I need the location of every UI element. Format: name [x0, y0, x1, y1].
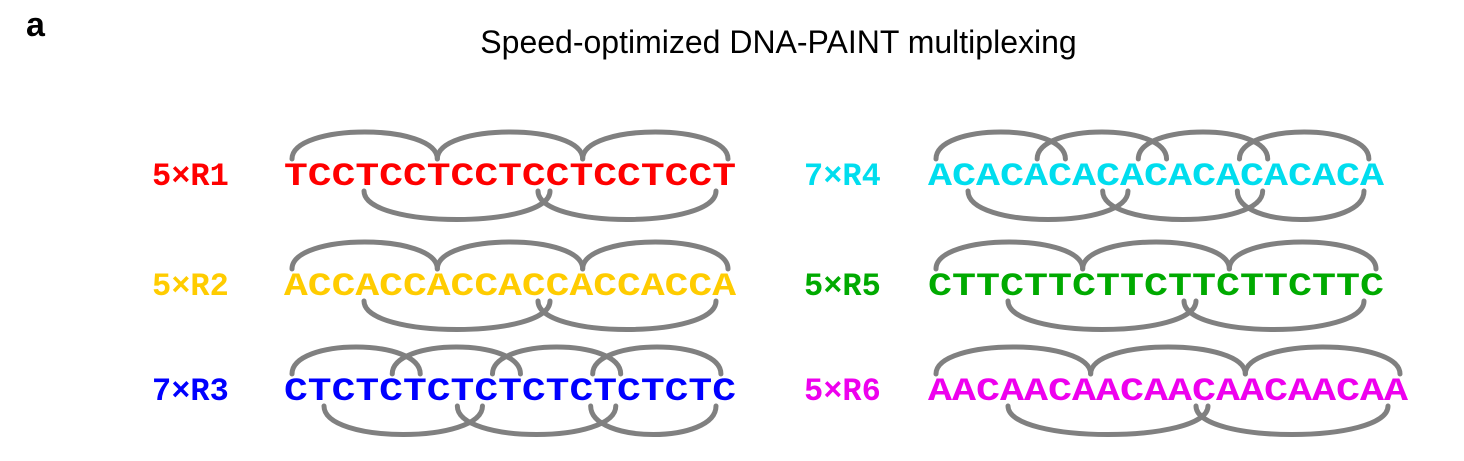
repeat-label-r6: 5×R6	[804, 373, 881, 410]
binding-loops	[289, 129, 731, 222]
upper-loop	[1135, 129, 1271, 162]
sequence-row-r5: 5×R5 CTTCTTCTTCTTCTTCTTC	[804, 239, 1384, 332]
upper-loop	[1088, 344, 1248, 377]
panel-label: a	[26, 6, 45, 44]
repeat-label-r3: 7×R3	[152, 373, 229, 410]
repeat-label-r1: 5×R1	[152, 158, 229, 195]
lower-loop	[965, 188, 1131, 222]
upper-loop	[1242, 344, 1403, 377]
upper-loop	[580, 129, 731, 162]
sequence-row-r2: 5×R2 ACCACCACCACCACCACCA	[152, 239, 737, 332]
binding-loops	[933, 129, 1372, 222]
binding-loops	[933, 239, 1379, 332]
upper-loop	[289, 344, 423, 377]
upper-loop	[1080, 239, 1232, 272]
sequence-text-r5: CTTCTTCTTCTTCTTCTTC	[928, 268, 1384, 305]
lower-loop	[588, 403, 719, 437]
upper-loop	[1226, 239, 1379, 272]
upper-loop	[580, 239, 731, 272]
lower-loop	[1005, 298, 1199, 332]
binding-loops	[289, 344, 724, 437]
sequence-row-r4: 7×R4 ACACACACACACACACACA	[804, 129, 1385, 222]
sequence-text-r3: CTCTCTCTCTCTCTCTCTC	[284, 373, 736, 410]
lower-loop	[321, 403, 485, 437]
sequence-row-r6: 5×R6 AACAACAACAACAACAACAA	[804, 344, 1409, 437]
lower-loop	[361, 188, 553, 222]
sequence-text-r2: ACCACCACCACCACCACCA	[284, 268, 737, 305]
repeat-label-r2: 5×R2	[152, 268, 229, 305]
upper-loop	[590, 344, 724, 377]
upper-loop	[933, 239, 1086, 272]
repeat-label-r4: 7×R4	[804, 158, 881, 195]
sequence-row-r3: 7×R3 CTCTCTCTCTCTCTCTCTC	[152, 344, 736, 437]
upper-loop	[933, 344, 1094, 377]
lower-loop	[1234, 188, 1367, 222]
lower-loop	[1100, 188, 1266, 222]
binding-loops	[933, 344, 1403, 437]
lower-loop	[535, 188, 719, 222]
upper-loop	[489, 344, 624, 377]
upper-loop	[434, 239, 586, 272]
upper-loop	[933, 129, 1068, 162]
upper-loop	[1236, 129, 1372, 162]
lower-loop	[361, 298, 553, 332]
binding-loops	[289, 239, 731, 332]
lower-loop	[1005, 403, 1211, 437]
sequence-row-r1: 5×R1 TCCTCCTCCTCCTCCTCCT	[152, 129, 736, 222]
upper-loop	[289, 129, 440, 162]
lower-loop	[535, 298, 719, 332]
upper-loop	[434, 129, 586, 162]
upper-loop	[389, 344, 523, 377]
upper-loop	[289, 239, 440, 272]
lower-loop	[1193, 403, 1391, 437]
figure-title: Speed-optimized DNA-PAINT multiplexing	[480, 24, 1077, 60]
sequence-text-r1: TCCTCCTCCTCCTCCTCCT	[284, 158, 736, 195]
lower-loop	[1181, 298, 1367, 332]
lower-loop	[454, 403, 619, 437]
repeat-label-r5: 5×R5	[804, 268, 881, 305]
sequence-text-r4: ACACACACACACACACACA	[928, 158, 1385, 195]
sequence-text-r6: AACAACAACAACAACAACAA	[928, 373, 1409, 410]
upper-loop	[1034, 129, 1170, 162]
